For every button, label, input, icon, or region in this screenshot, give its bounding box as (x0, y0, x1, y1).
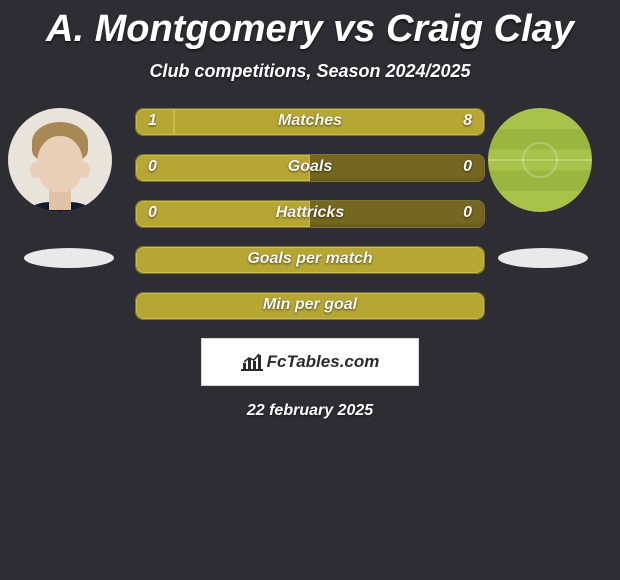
page-title: A. Montgomery vs Craig Clay (0, 0, 620, 51)
player-left-avatar (8, 108, 112, 212)
stat-label: Goals (136, 158, 484, 176)
footer-text: FcTables.com (267, 352, 380, 372)
stat-row: Min per goal (135, 292, 485, 320)
comparison-panel: 18Matches 00Goals 00Hattricks Goals per mat… (0, 108, 620, 320)
avatar-shadow-left (24, 248, 114, 268)
stat-label: Goals per match (136, 250, 484, 268)
snapshot-date: 22 february 2025 (0, 402, 620, 420)
stat-bars: 18Matches 00Goals 00Hattricks Goals per mat… (135, 108, 485, 320)
stat-label: Min per goal (136, 296, 484, 314)
stat-row: 00Goals (135, 154, 485, 182)
stat-row: Goals per match (135, 246, 485, 274)
stat-row: 00Hattricks (135, 200, 485, 228)
footer-attribution: FcTables.com (201, 338, 419, 386)
chart-icon (241, 353, 263, 371)
stat-label: Matches (136, 112, 484, 130)
player-right-avatar (488, 108, 592, 212)
page-subtitle: Club competitions, Season 2024/2025 (0, 61, 620, 82)
avatar-shadow-right (498, 248, 588, 268)
stat-row: 18Matches (135, 108, 485, 136)
stat-label: Hattricks (136, 204, 484, 222)
